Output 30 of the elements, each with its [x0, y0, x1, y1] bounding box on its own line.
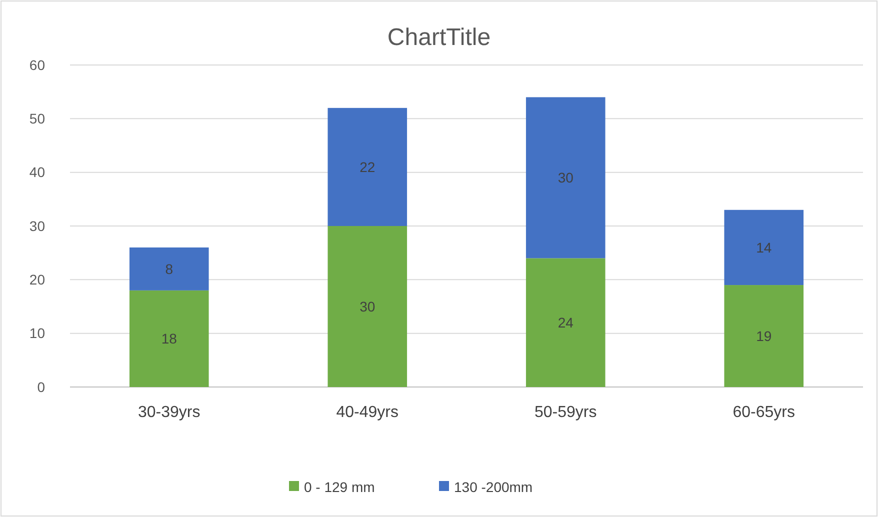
- x-tick-label: 40-49yrs: [336, 404, 398, 421]
- x-tick-label: 30-39yrs: [138, 404, 200, 421]
- x-tick-label: 50-59yrs: [534, 404, 597, 421]
- y-tick-label: 0: [37, 378, 46, 395]
- y-tick-label: 50: [29, 110, 46, 127]
- legend-label: 0 - 129 mm: [304, 478, 375, 495]
- y-tick-label: 30: [29, 218, 46, 234]
- legend-label: 130 -200mm: [454, 478, 533, 495]
- data-label: 8: [165, 260, 174, 277]
- bar: [526, 258, 606, 387]
- data-label: 19: [756, 328, 772, 344]
- x-tick-label: 60-65yrs: [732, 404, 795, 421]
- bar: [129, 247, 209, 290]
- bar: [328, 108, 408, 226]
- y-tick-label: 40: [29, 164, 46, 180]
- bar: [724, 285, 804, 387]
- bar: [526, 97, 606, 258]
- data-label: 18: [161, 330, 178, 347]
- bar: [724, 210, 804, 286]
- y-tick-label: 20: [29, 272, 46, 288]
- y-tick-label: 60: [29, 56, 46, 73]
- data-label: 30: [558, 170, 574, 186]
- data-label: 30: [360, 298, 376, 314]
- data-label: 14: [756, 239, 772, 256]
- chart-title: ChartTitle: [387, 24, 491, 51]
- bar: [328, 226, 408, 387]
- data-label: 24: [558, 314, 574, 330]
- bar: [129, 290, 209, 387]
- y-tick-label: 10: [29, 325, 46, 342]
- data-label: 22: [360, 158, 376, 175]
